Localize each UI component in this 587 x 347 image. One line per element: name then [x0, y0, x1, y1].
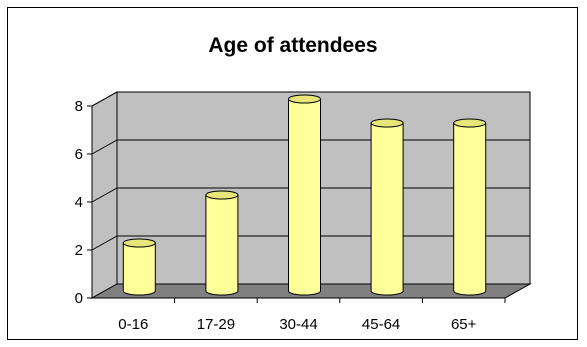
bar-body — [288, 98, 321, 296]
bar-body — [370, 122, 404, 296]
x-tick-label: 45-64 — [362, 316, 400, 333]
plot-area: 0 2 4 6 8 0-16 17-29 30-44 45-64 65+ — [75, 91, 532, 333]
y-tick-label: 2 — [75, 242, 83, 259]
bar-top — [370, 118, 404, 128]
y-tick-label: 6 — [75, 146, 83, 163]
y-tick-label: 8 — [75, 98, 83, 115]
x-tick-label: 65+ — [451, 316, 477, 333]
bar — [288, 94, 321, 296]
bar-top — [122, 238, 156, 248]
y-tick-label: 0 — [75, 290, 83, 307]
x-tick-label: 30-44 — [279, 316, 317, 333]
bar-top — [205, 190, 239, 200]
x-tick-label: 17-29 — [197, 316, 235, 333]
bar-top — [453, 118, 487, 128]
gridline — [91, 91, 530, 107]
bar — [370, 118, 404, 296]
y-tick-label: 4 — [75, 194, 83, 211]
bar — [122, 238, 156, 296]
bar — [453, 118, 487, 296]
x-tick-label: 0-16 — [118, 316, 148, 333]
bar-body — [122, 242, 156, 296]
bar — [205, 190, 239, 296]
bar-body — [453, 122, 487, 296]
chart-title: Age of attendees — [208, 34, 377, 57]
bar-top — [288, 94, 321, 104]
bar-body — [205, 194, 239, 296]
